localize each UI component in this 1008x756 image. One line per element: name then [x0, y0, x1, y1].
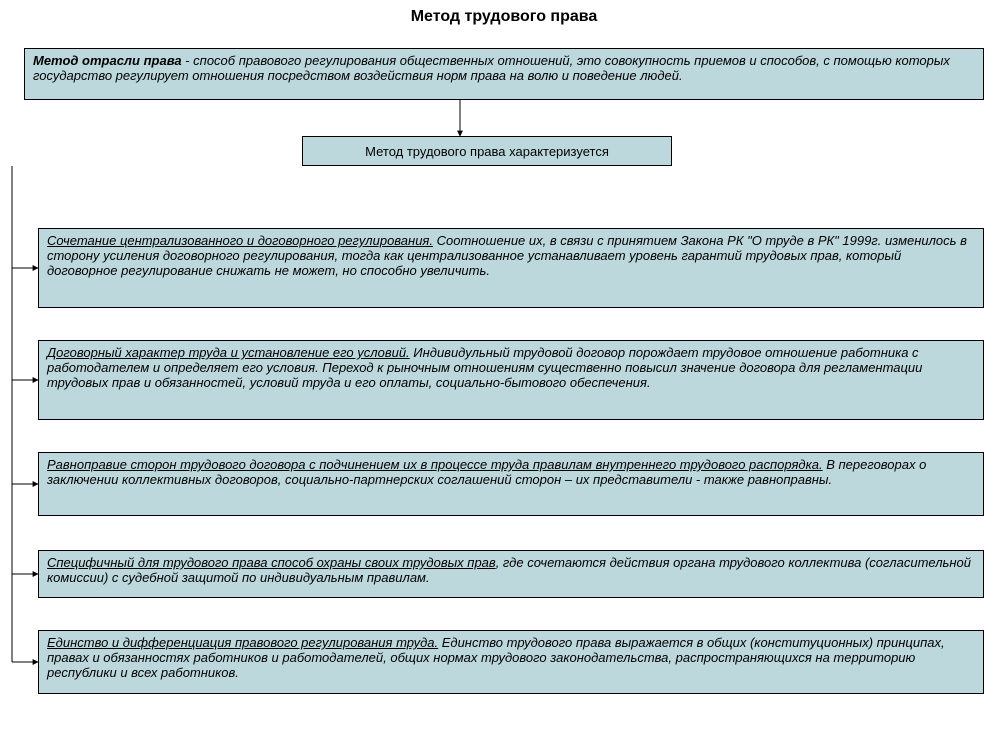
item-heading: Равноправие сторон трудового договора с … — [47, 457, 823, 472]
item-box-1: Сочетание централизованного и договорног… — [38, 228, 984, 308]
definition-term: Метод отрасли права — [33, 53, 182, 68]
item-heading: Единство и дифференциация правового регу… — [47, 635, 438, 650]
item-heading: Сочетание централизованного и договорног… — [47, 233, 433, 248]
item-heading: Специфичный для трудового права способ о… — [47, 555, 496, 570]
item-box-5: Единство и дифференциация правового регу… — [38, 630, 984, 694]
definition-box: Метод отрасли права - способ правового р… — [24, 48, 984, 100]
item-heading: Договорный характер труда и установление… — [47, 345, 410, 360]
characterized-box: Метод трудового права характеризуется — [302, 136, 672, 166]
item-box-2: Договорный характер труда и установление… — [38, 340, 984, 420]
item-box-3: Равноправие сторон трудового договора с … — [38, 452, 984, 516]
characterized-label: Метод трудового права характеризуется — [365, 144, 609, 159]
item-box-4: Специфичный для трудового права способ о… — [38, 550, 984, 598]
page-title: Метод трудового права — [0, 8, 1008, 26]
